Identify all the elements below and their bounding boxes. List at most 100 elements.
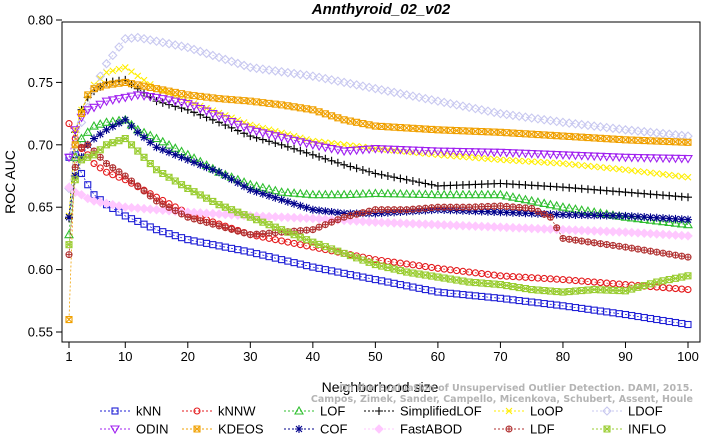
data-point: [209, 197, 217, 206]
data-point: [289, 188, 300, 197]
data-point: [296, 104, 304, 112]
data-point: [401, 146, 412, 155]
data-point: [389, 188, 400, 198]
data-point: [193, 425, 201, 433]
data-point: [520, 223, 531, 233]
data-point: [509, 157, 517, 164]
data-point: [496, 208, 505, 217]
y-tick-label: 0.70: [28, 137, 53, 152]
data-point: [420, 146, 431, 156]
data-point: [678, 173, 686, 180]
x-tick-label: 90: [618, 349, 632, 364]
data-point: [321, 243, 329, 251]
data-point: [471, 207, 480, 216]
data-point: [583, 120, 593, 131]
data-point: [539, 114, 549, 125]
data-point: [428, 204, 436, 212]
data-point: [152, 226, 161, 234]
data-point: [476, 221, 487, 232]
data-point: [676, 230, 687, 241]
data-point: [608, 153, 618, 162]
data-point: [501, 222, 512, 233]
data-point: [207, 110, 218, 119]
data-point: [378, 206, 386, 214]
data-point: [76, 189, 87, 200]
data-point: [115, 137, 123, 145]
data-point: [127, 122, 136, 131]
data-point: [152, 197, 161, 205]
data-point: [526, 113, 537, 123]
data-point: [433, 96, 443, 106]
data-point: [265, 229, 273, 237]
data-point: [115, 65, 123, 73]
data-point: [684, 272, 692, 280]
data-point: [84, 153, 92, 161]
data-point: [482, 148, 493, 158]
data-point: [76, 117, 87, 128]
data-point: [651, 229, 662, 239]
data-point: [171, 88, 179, 96]
legend-label: LDF: [530, 422, 555, 434]
data-point: [278, 256, 286, 264]
data-point: [176, 41, 187, 51]
data-point: [565, 160, 573, 168]
data-point: [408, 91, 418, 101]
data-point: [234, 227, 242, 235]
data-point: [171, 102, 180, 111]
data-point: [195, 46, 206, 57]
data-point: [246, 185, 255, 194]
data-point: [146, 192, 154, 200]
data-point: [102, 168, 111, 176]
data-point: [201, 107, 212, 117]
data-point: [76, 133, 87, 143]
data-point: [653, 278, 661, 286]
data-point: [346, 117, 354, 125]
data-point: [345, 146, 356, 156]
data-point: [134, 72, 142, 80]
data-point: [107, 96, 118, 105]
data-point: [365, 207, 373, 215]
data-point: [671, 274, 680, 282]
data-point: [489, 189, 500, 199]
data-point: [101, 117, 112, 126]
data-point: [546, 213, 554, 221]
data-point: [451, 189, 462, 199]
data-point: [121, 115, 130, 124]
data-point: [170, 40, 181, 50]
data-point: [109, 139, 117, 147]
data-point: [120, 93, 131, 103]
data-point: [270, 212, 281, 222]
data-point: [590, 211, 599, 220]
data-point: [315, 206, 324, 215]
data-point: [127, 215, 136, 223]
data-point: [64, 153, 74, 163]
data-point: [602, 406, 612, 416]
data-point: [470, 221, 481, 231]
data-point: [484, 202, 492, 210]
data-point: [620, 212, 631, 221]
data-point: [208, 165, 217, 174]
data-point: [445, 98, 456, 109]
data-point: [583, 225, 593, 236]
data-point: [596, 240, 605, 248]
data-point: [302, 148, 311, 157]
data-point: [515, 157, 523, 165]
data-point: [314, 142, 325, 152]
data-point: [202, 163, 211, 172]
data-point: [177, 210, 186, 218]
data-point: [639, 154, 650, 163]
data-point: [203, 194, 211, 202]
data-point: [646, 137, 655, 145]
data-point: [534, 131, 542, 139]
data-point: [193, 407, 201, 415]
data-point: [208, 50, 218, 61]
data-point: [670, 230, 681, 240]
data-point: [101, 97, 112, 107]
data-point: [65, 120, 73, 128]
data-point: [139, 203, 149, 214]
data-point: [308, 150, 317, 159]
data-point: [532, 197, 543, 206]
data-point: [377, 170, 386, 179]
data-point: [603, 241, 611, 248]
data-point: [551, 200, 562, 210]
